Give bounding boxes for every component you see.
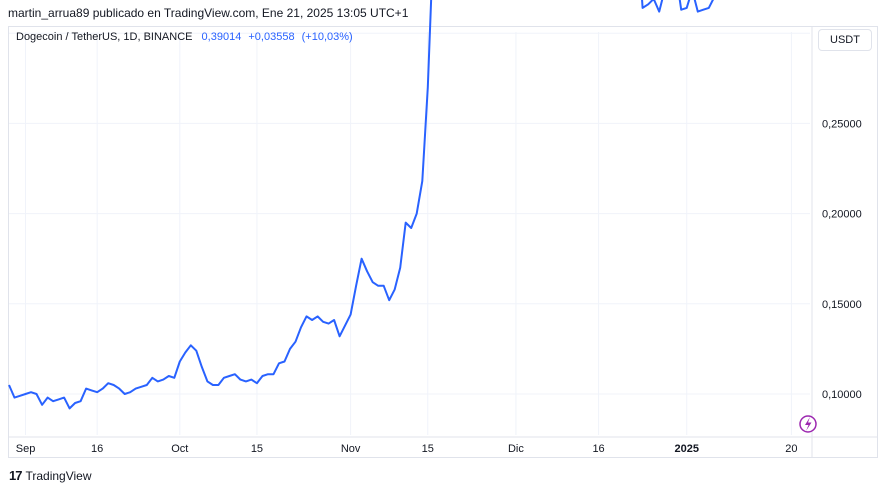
x-tick-label: 16 [91, 443, 103, 455]
x-tick-label: 16 [592, 443, 604, 455]
flash-icon [799, 415, 817, 433]
x-tick-label: Oct [171, 443, 188, 455]
change-value: +0,03558 [248, 31, 295, 43]
flash-icon-bolt [805, 417, 812, 431]
y-tick-label: 0,25000 [822, 118, 862, 130]
tradingview-logo-icon: 17 [9, 468, 23, 483]
symbol-legend: Dogecoin / TetherUS, 1D, BINANCE 0,39014… [16, 31, 353, 43]
tradingview-logo[interactable]: 17 TradingView [9, 468, 92, 483]
x-tick-label: 2025 [674, 443, 698, 455]
y-axis: 0,100000,150000,200000,250000,300000,350… [822, 28, 862, 401]
publisher-line: martin_arrua89 publicado en TradingView.… [8, 6, 409, 20]
brand-name: TradingView [25, 468, 92, 483]
x-tick-label: Sep [16, 443, 36, 455]
chart-grid [9, 27, 878, 457]
x-tick-label: 15 [422, 443, 434, 455]
x-tick-label: 15 [251, 443, 263, 455]
symbol-title: Dogecoin / TetherUS, 1D, BINANCE [16, 31, 193, 43]
currency-button[interactable]: USDT [818, 29, 872, 51]
change-percent: (+10,03%) [301, 31, 353, 43]
x-tick-label: Dic [508, 443, 524, 455]
x-tick-label: 20 [785, 443, 797, 455]
chart-frame [8, 26, 878, 458]
last-value: 0,39014 [201, 31, 242, 43]
y-tick-label: 0,20000 [822, 209, 862, 221]
y-tick-label: 0,10000 [822, 389, 862, 401]
series-line [8, 0, 714, 410]
y-tick-label: 0,15000 [822, 299, 862, 311]
x-tick-label: Nov [341, 443, 361, 455]
x-axis: Sep 16 Oct 15 Nov 15 Dic 16 2025 20 [16, 443, 798, 455]
